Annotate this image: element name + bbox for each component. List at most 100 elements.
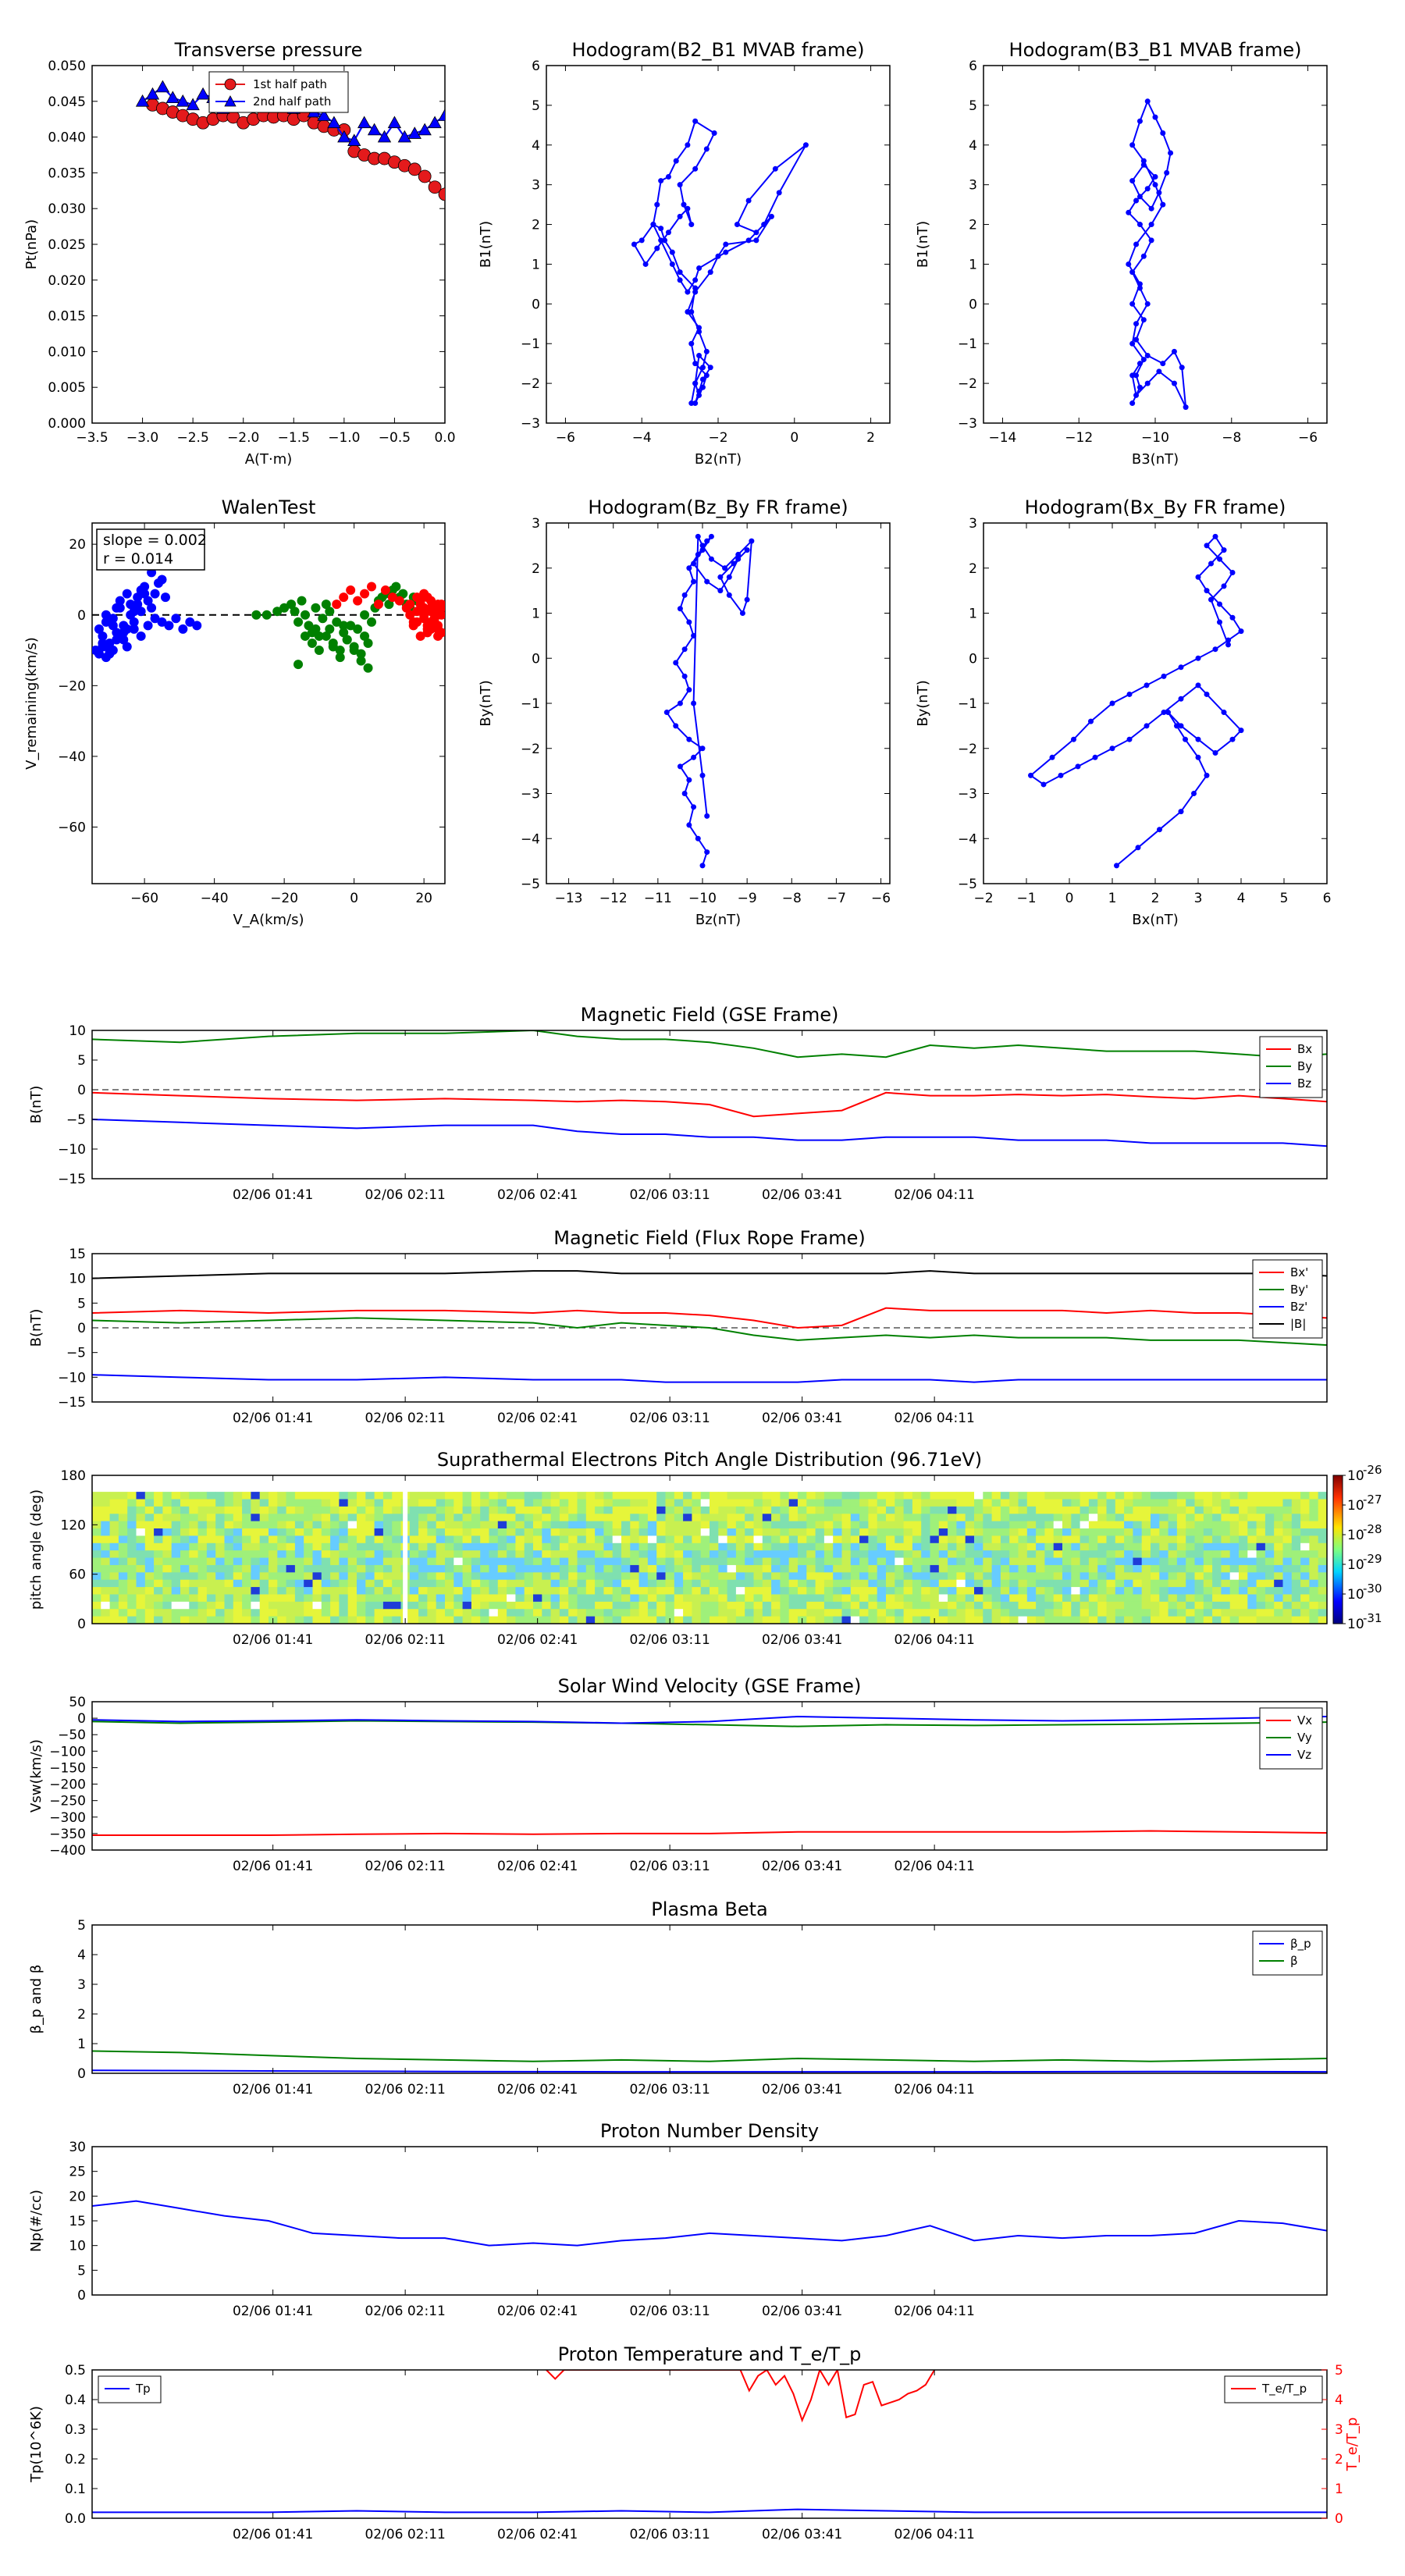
data-point (1148, 222, 1154, 228)
heatmap-cell (612, 1594, 622, 1603)
heatmap-cell (886, 1535, 895, 1544)
plot-area (663, 533, 755, 869)
data-point (673, 158, 679, 164)
data-point (373, 600, 383, 610)
data-point (1136, 222, 1143, 228)
heatmap-cell (912, 1601, 922, 1610)
y-tick-label: 2 (532, 561, 540, 577)
heatmap-cell (1309, 1587, 1319, 1595)
heatmap-cell (1194, 1492, 1204, 1500)
heatmap-cell (347, 1528, 357, 1536)
legend-label: Bx' (1290, 1265, 1308, 1279)
heatmap-cell (841, 1594, 852, 1603)
heatmap-cell (304, 1499, 313, 1507)
heatmap-cell (1115, 1492, 1125, 1500)
heatmap-cell (1106, 1609, 1116, 1617)
data-point (731, 560, 737, 567)
heatmap-cell (559, 1521, 569, 1529)
heatmap-cell (630, 1492, 640, 1500)
heatmap-cell (1026, 1521, 1037, 1529)
heatmap-cell (1151, 1492, 1160, 1500)
data-point (353, 624, 363, 634)
heatmap-cell (585, 1572, 596, 1581)
heatmap-cell (568, 1506, 578, 1514)
heatmap-cell (1212, 1557, 1222, 1566)
heatmap-cell (515, 1506, 525, 1514)
heatmap-cell (304, 1492, 313, 1500)
heatmap-cell (294, 1616, 304, 1624)
heatmap-cell (144, 1601, 155, 1610)
heatmap-cell (1062, 1572, 1072, 1581)
heatmap-cell (585, 1609, 596, 1617)
heatmap-cell (630, 1587, 640, 1595)
heatmap-cell (1318, 1514, 1327, 1522)
x-axis-label: A(T·m) (245, 451, 293, 468)
heatmap-cell (983, 1609, 993, 1617)
heatmap-cell (771, 1499, 781, 1507)
y-tick-label: 0 (532, 297, 540, 312)
heatmap-cell (1080, 1506, 1090, 1514)
heatmap-cell (533, 1521, 542, 1529)
heatmap-cell (1194, 1587, 1204, 1595)
heatmap-cell (674, 1594, 684, 1603)
heatmap-cell (259, 1594, 269, 1603)
heatmap-cell (339, 1550, 349, 1559)
heatmap-cell (507, 1616, 516, 1624)
heatmap-cell (374, 1528, 384, 1536)
heatmap-cell (806, 1499, 816, 1507)
data-point (1129, 178, 1136, 184)
heatmap-cell (1036, 1514, 1045, 1522)
heatmap-cell (1239, 1506, 1248, 1514)
heatmap-cell (206, 1521, 216, 1529)
heatmap-cell (956, 1616, 966, 1624)
heatmap-cell (550, 1587, 560, 1595)
heatmap-cell (1071, 1514, 1081, 1522)
data-point (155, 80, 170, 93)
data-point (658, 226, 664, 232)
heatmap-cell (1097, 1601, 1107, 1610)
data-point (140, 589, 150, 599)
heatmap-cell (1274, 1557, 1283, 1566)
heatmap-cell (665, 1557, 675, 1566)
heatmap-cell (727, 1499, 737, 1507)
y-tick-label-right: 0 (1335, 2511, 1343, 2527)
heatmap-cell (1044, 1609, 1055, 1617)
heatmap-cell (903, 1601, 913, 1610)
heatmap-cell (877, 1572, 887, 1581)
data-point (360, 631, 370, 641)
data-point (723, 249, 729, 255)
data-point (433, 631, 443, 641)
heatmap-cell (1264, 1579, 1275, 1588)
data-point (115, 603, 125, 613)
heatmap-cell (1044, 1601, 1055, 1610)
data-point (1160, 130, 1166, 137)
heatmap-cell (1264, 1587, 1275, 1595)
heatmap-cell (1026, 1564, 1037, 1573)
heatmap-cell (956, 1542, 966, 1551)
heatmap-cell (471, 1587, 481, 1595)
heatmap-cell (507, 1579, 516, 1588)
heatmap-cell (515, 1564, 525, 1573)
heatmap-cell (859, 1528, 869, 1536)
heatmap-cell (886, 1572, 895, 1581)
heatmap-cell (392, 1616, 401, 1624)
heatmap-cell (647, 1579, 657, 1588)
x-tick-label: 0.0 (434, 430, 455, 446)
heatmap-cell (1133, 1572, 1143, 1581)
heatmap-cell (1000, 1514, 1010, 1522)
heatmap-cell (656, 1579, 666, 1588)
heatmap-cell (1291, 1528, 1301, 1536)
heatmap-cell (974, 1557, 984, 1566)
x-tick-label: 02/06 02:41 (497, 2527, 578, 2542)
heatmap-cell (471, 1528, 481, 1536)
heatmap-cell (647, 1521, 657, 1529)
heatmap-cell (277, 1557, 287, 1566)
y-tick-label: 10 (69, 1023, 86, 1039)
heatmap-cell (462, 1499, 472, 1507)
data-point (412, 607, 422, 617)
heatmap-cell (692, 1499, 702, 1507)
heatmap-cell (118, 1521, 128, 1529)
heatmap-cell (1106, 1579, 1116, 1588)
heatmap-cell (762, 1492, 772, 1500)
heatmap-cell (683, 1499, 692, 1507)
